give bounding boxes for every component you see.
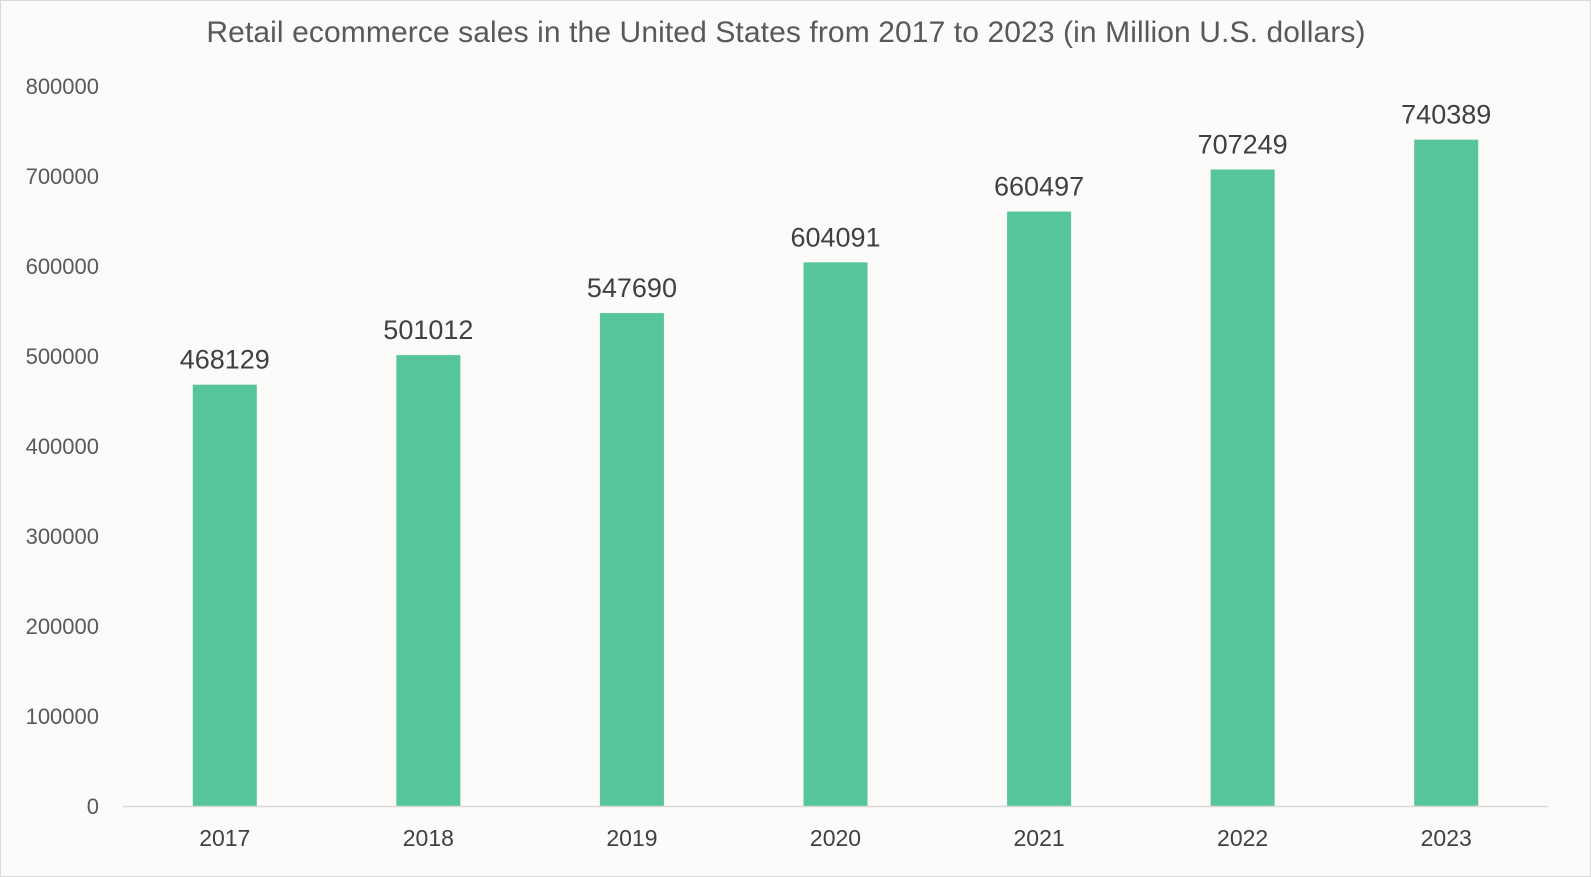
- y-tick-label: 0: [87, 794, 99, 819]
- bar-2019: [599, 313, 664, 806]
- x-tick-label: 2021: [1013, 825, 1064, 851]
- data-labels: 468129 501012 547690 604091 660497 707249 7403…: [180, 100, 1492, 375]
- data-label-2022: 707249: [1198, 129, 1288, 159]
- data-label-2019: 547690: [587, 273, 677, 303]
- y-tick-label: 300000: [26, 524, 99, 549]
- bars: [192, 139, 1479, 807]
- x-tick-label: 2022: [1217, 825, 1268, 851]
- y-tick-label: 600000: [26, 254, 99, 279]
- y-tick-label: 100000: [26, 704, 99, 729]
- x-tick-label: 2017: [199, 825, 250, 851]
- y-tick-label: 700000: [26, 164, 99, 189]
- y-tick-label: 400000: [26, 434, 99, 459]
- data-label-2021: 660497: [994, 172, 1084, 202]
- data-label-2020: 604091: [790, 222, 880, 252]
- bar-2018: [396, 355, 461, 806]
- x-axis-ticks: 2017 2018 2019 2020 2021 2022 2023: [199, 825, 1472, 851]
- y-axis-ticks: 0 100000 200000 300000 400000 500000 600000 700…: [26, 74, 99, 819]
- bar-2021: [1007, 211, 1072, 806]
- x-tick-label: 2019: [606, 825, 657, 851]
- data-label-2023: 740389: [1401, 100, 1491, 130]
- bar-2023: [1414, 139, 1479, 806]
- y-tick-label: 800000: [26, 74, 99, 99]
- chart-title: Retail ecommerce sales in the United Sta…: [206, 16, 1366, 49]
- data-label-2018: 501012: [383, 315, 473, 345]
- bar-2022: [1210, 169, 1275, 807]
- x-tick-label: 2018: [403, 825, 454, 851]
- data-label-2017: 468129: [180, 345, 270, 375]
- x-tick-label: 2020: [810, 825, 861, 851]
- bar-2017: [192, 384, 257, 806]
- x-tick-label: 2023: [1421, 825, 1472, 851]
- y-tick-label: 500000: [26, 344, 99, 369]
- y-tick-label: 200000: [26, 614, 99, 639]
- bar-2020: [803, 262, 868, 806]
